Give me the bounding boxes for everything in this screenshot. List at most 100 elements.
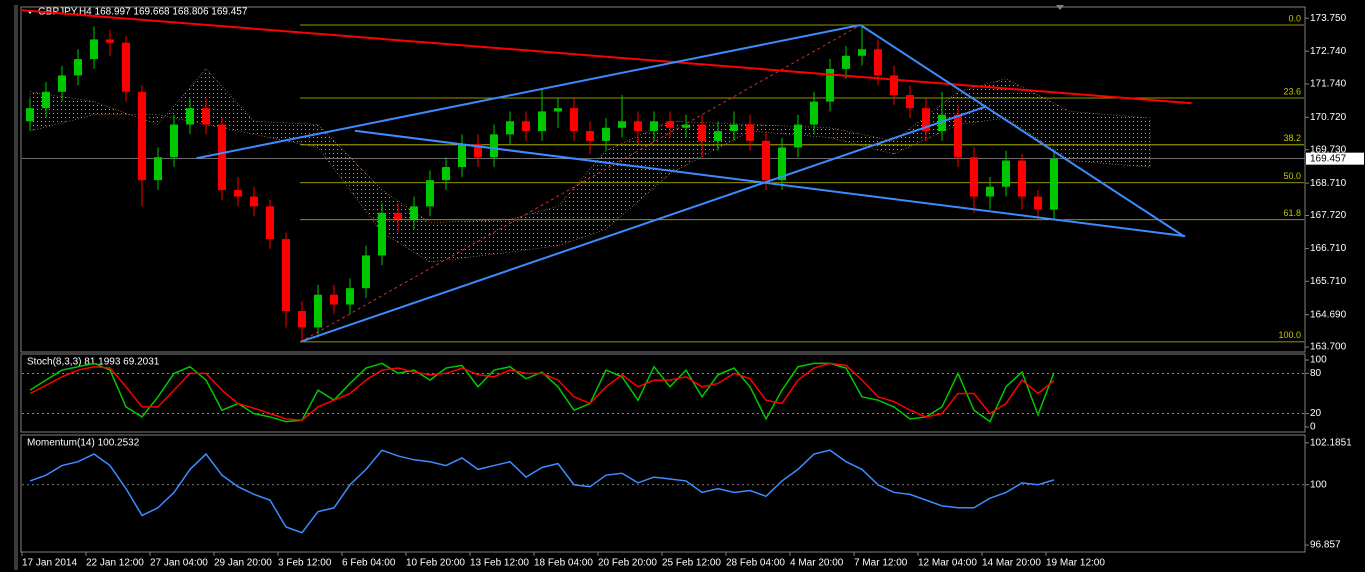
y-tick-label: 102.1851 xyxy=(1310,437,1352,448)
candle-body xyxy=(922,108,930,132)
candle-body xyxy=(986,186,994,197)
candle-body xyxy=(122,42,130,92)
y-tick-label: 164.690 xyxy=(1310,309,1347,320)
candle-body xyxy=(1034,196,1042,210)
trendline xyxy=(300,24,861,343)
candle-body xyxy=(698,124,706,141)
candle-body xyxy=(618,121,626,128)
candle-body xyxy=(634,121,642,132)
candle-body xyxy=(890,75,898,96)
fib-label: 50.0 xyxy=(1283,171,1301,181)
candle-body xyxy=(714,131,722,141)
x-tick-label: 6 Feb 04:00 xyxy=(342,558,396,569)
candle-body xyxy=(474,144,482,158)
momentum-title: Momentum(14) 100.2532 xyxy=(27,438,140,449)
candle-body xyxy=(394,212,402,220)
candle-body xyxy=(202,108,210,125)
x-tick-label: 22 Jan 12:00 xyxy=(86,558,144,569)
stoch-panel xyxy=(20,353,1306,433)
fib-label: 100.0 xyxy=(1278,330,1301,340)
candle-body xyxy=(906,95,914,109)
candle-body xyxy=(90,39,98,60)
candle-body xyxy=(138,91,146,181)
y-tick-label: 80 xyxy=(1310,368,1322,379)
shift-marker xyxy=(1056,5,1064,10)
y-tick-label: 100 xyxy=(1310,355,1327,366)
candle-body xyxy=(234,189,242,197)
last-price-label: 169.457 xyxy=(1310,153,1347,164)
candle-body xyxy=(218,124,226,190)
candle-body xyxy=(858,49,866,56)
candle-body xyxy=(602,127,610,141)
candle-body xyxy=(362,255,370,289)
x-tick-label: 29 Jan 20:00 xyxy=(214,558,272,569)
candle-body xyxy=(1002,160,1010,187)
candle-body xyxy=(378,212,386,256)
y-tick-label: 170.720 xyxy=(1310,112,1347,123)
candle-body xyxy=(1018,160,1026,197)
candle-body xyxy=(458,144,466,168)
candle-body xyxy=(538,111,546,132)
ichimoku-cloud xyxy=(29,68,1151,263)
left-bar xyxy=(14,5,18,570)
candle-body xyxy=(970,157,978,197)
y-tick-label: 173.750 xyxy=(1310,13,1347,24)
main-panel xyxy=(20,6,1306,353)
trendline xyxy=(859,24,1185,237)
candle-body xyxy=(730,124,738,132)
candle-body xyxy=(186,108,194,125)
candle-body xyxy=(794,124,802,148)
y-tick-label: 167.720 xyxy=(1310,210,1347,221)
y-tick-label: 165.710 xyxy=(1310,276,1347,287)
candle-body xyxy=(282,239,290,312)
candle-body xyxy=(554,108,562,112)
candle-body xyxy=(522,121,530,132)
candle-body xyxy=(154,157,162,181)
x-tick-label: 28 Feb 04:00 xyxy=(726,558,785,569)
candle-body xyxy=(266,206,274,240)
last-price-box xyxy=(1306,152,1364,165)
x-tick-label: 7 Mar 12:00 xyxy=(854,558,908,569)
candle-body xyxy=(1050,158,1058,210)
chart-title: GBPJPY,H4 168.997 169.668 168.806 169.45… xyxy=(38,7,248,18)
x-tick-label: 27 Jan 04:00 xyxy=(150,558,208,569)
candle-body xyxy=(346,288,354,305)
candle-body xyxy=(810,101,818,125)
y-tick-label: 0 xyxy=(1310,422,1316,433)
candle-body xyxy=(410,206,418,220)
x-tick-label: 10 Feb 20:00 xyxy=(406,558,465,569)
y-tick-label: 100 xyxy=(1310,479,1327,490)
trendline xyxy=(354,129,1186,238)
momentum-panel xyxy=(20,434,1306,553)
x-tick-label: 3 Feb 12:00 xyxy=(278,558,332,569)
candle-body xyxy=(58,75,66,92)
candle-body xyxy=(650,121,658,132)
indicator-line xyxy=(29,362,1055,422)
candle-body xyxy=(442,167,450,181)
candle-body xyxy=(298,311,306,328)
candle-body xyxy=(938,114,946,132)
candle-body xyxy=(426,180,434,207)
stoch-title: Stoch(8,3,3) 81.1993 69.2031 xyxy=(27,357,160,368)
candle-body xyxy=(874,49,882,76)
x-tick-label: 14 Mar 20:00 xyxy=(982,558,1041,569)
candle-body xyxy=(250,196,258,207)
candle-body xyxy=(762,140,770,181)
y-tick-label: 96.857 xyxy=(1310,540,1341,551)
x-tick-label: 17 Jan 2014 xyxy=(22,558,77,569)
candle-body xyxy=(666,121,674,128)
indicator-line xyxy=(29,362,1055,423)
trendline xyxy=(196,24,861,160)
fib-label: 38.2 xyxy=(1283,133,1301,143)
x-tick-label: 25 Feb 12:00 xyxy=(662,558,721,569)
fib-label: 61.8 xyxy=(1283,208,1301,218)
x-tick-label: 20 Feb 20:00 xyxy=(598,558,657,569)
trendline xyxy=(300,105,986,343)
fib-label: 23.6 xyxy=(1283,86,1301,96)
candle-body xyxy=(506,121,514,135)
x-tick-label: 18 Feb 04:00 xyxy=(534,558,593,569)
candle-body xyxy=(170,124,178,158)
candle-body xyxy=(42,91,50,109)
